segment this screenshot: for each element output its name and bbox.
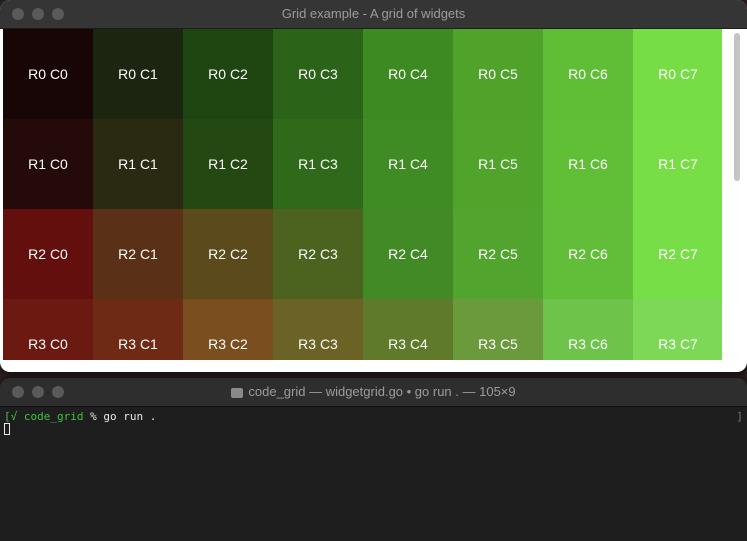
app-titlebar[interactable]: Grid example - A grid of widgets (0, 0, 747, 29)
prompt-line: [√ code_grid % go run .] (4, 410, 743, 423)
terminal-title-text: code_grid — widgetgrid.go • go run . — 1… (248, 384, 516, 399)
prompt-status-mark: [√ (4, 410, 18, 423)
grid-cell: R1 C7 (633, 119, 722, 209)
grid-cell: R0 C3 (273, 29, 363, 119)
grid-cell: R2 C2 (183, 209, 273, 299)
grid-cell: R3 C3 (273, 299, 363, 360)
window-title: Grid example - A grid of widgets (281, 6, 466, 21)
grid-cell: R3 C7 (633, 299, 722, 360)
grid-cell: R0 C7 (633, 29, 722, 119)
grid-cell: R0 C6 (543, 29, 633, 119)
grid-cell: R1 C6 (543, 119, 633, 209)
app-window: Grid example - A grid of widgets R0 C0 R0… (0, 0, 747, 372)
prompt-directory: code_grid (23, 410, 84, 423)
close-button[interactable] (12, 386, 24, 398)
grid-cell: R1 C3 (273, 119, 363, 209)
command-text: go run . (103, 410, 157, 423)
terminal-output[interactable]: [√ code_grid % go run .] (0, 407, 747, 439)
grid-cell: R2 C1 (93, 209, 183, 299)
terminal-titlebar[interactable]: code_grid — widgetgrid.go • go run . — 1… (0, 378, 747, 407)
grid-cell: R1 C0 (3, 119, 93, 209)
grid-cell: R3 C6 (543, 299, 633, 360)
grid-cell: R0 C4 (363, 29, 453, 119)
folder-icon (231, 387, 244, 398)
close-button[interactable] (12, 8, 24, 20)
grid-cell: R1 C1 (93, 119, 183, 209)
grid-cell: R0 C2 (183, 29, 273, 119)
grid-cell: R1 C4 (363, 119, 453, 209)
grid-cell: R1 C2 (183, 119, 273, 209)
scrollbar-thumb[interactable] (734, 33, 740, 181)
grid-cell: R2 C6 (543, 209, 633, 299)
terminal-window: code_grid — widgetgrid.go • go run . — 1… (0, 378, 747, 541)
grid-cell: R3 C4 (363, 299, 453, 360)
grid-cell: R3 C1 (93, 299, 183, 360)
minimize-button[interactable] (32, 386, 44, 398)
grid-cell: R0 C0 (3, 29, 93, 119)
minimize-button[interactable] (32, 8, 44, 20)
grid-cell: R2 C5 (453, 209, 543, 299)
text-cursor (4, 423, 10, 435)
zoom-button[interactable] (52, 8, 64, 20)
prompt-symbol: % (90, 410, 97, 423)
grid-cell: R0 C1 (93, 29, 183, 119)
grid-cell: R3 C5 (453, 299, 543, 360)
prompt-right-mark: ] (736, 410, 743, 423)
widget-grid: R0 C0 R0 C1 R0 C2 R0 C3 R0 C4 R0 C5 R0 C6 R0 C7… (3, 29, 722, 360)
terminal-title: code_grid — widgetgrid.go • go run . — 1… (0, 378, 747, 406)
grid-cell: R1 C5 (453, 119, 543, 209)
grid-cell: R2 C3 (273, 209, 363, 299)
grid-cell: R2 C7 (633, 209, 722, 299)
grid-cell: R2 C4 (363, 209, 453, 299)
cursor-line (4, 423, 743, 436)
grid-cell: R3 C0 (3, 299, 93, 360)
zoom-button[interactable] (52, 386, 64, 398)
grid-cell: R0 C5 (453, 29, 543, 119)
grid-cell: R2 C0 (3, 209, 93, 299)
grid-cell: R3 C2 (183, 299, 273, 360)
scrollbar-track[interactable] (722, 29, 744, 360)
